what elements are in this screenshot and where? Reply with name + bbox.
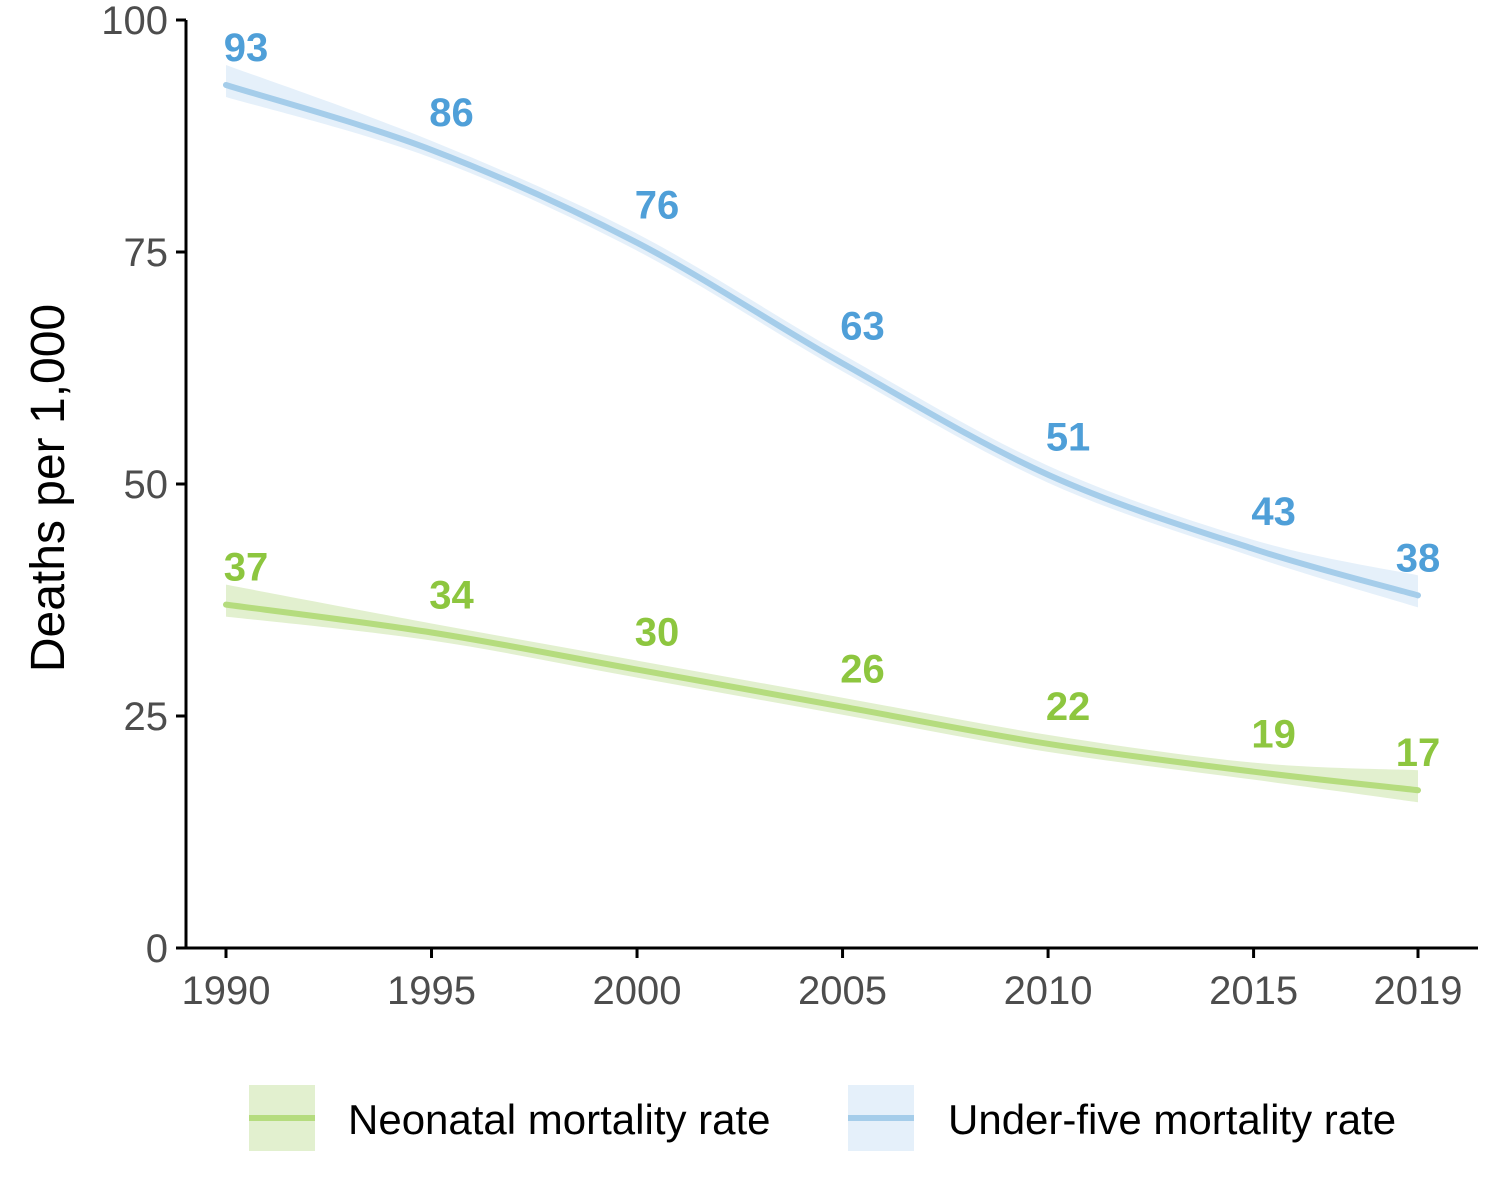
neonatal-mortality-rate-data-label: 30 bbox=[635, 611, 680, 655]
under-five-mortality-rate-data-label: 93 bbox=[224, 26, 269, 70]
neonatal-mortality-rate-band bbox=[226, 584, 1418, 803]
x-tick-label: 1995 bbox=[387, 969, 476, 1013]
x-ticks: 1990 1995 2000 2005 2010 2015 2019 bbox=[182, 948, 1463, 1013]
under-five-mortality-rate-data-label: 86 bbox=[429, 91, 474, 135]
y-tick-label: 25 bbox=[124, 695, 169, 739]
under-five-mortality-rate-data-label: 43 bbox=[1251, 490, 1296, 534]
neonatal-mortality-rate-data-label: 17 bbox=[1396, 731, 1441, 775]
under-five-mortality-rate-line bbox=[223, 81, 1421, 599]
x-tick-label: 2005 bbox=[798, 969, 887, 1013]
y-tick-label: 50 bbox=[124, 463, 169, 507]
series-lines bbox=[223, 81, 1421, 794]
y-tick-label: 75 bbox=[124, 231, 169, 275]
legend: Neonatal mortality rate Under-five mortal… bbox=[249, 1085, 1396, 1151]
neonatal-mortality-rate-line bbox=[223, 601, 1421, 794]
under-five-mortality-rate-data-label: 76 bbox=[635, 184, 680, 228]
neonatal-mortality-rate-legend-label: Neonatal mortality rate bbox=[348, 1096, 771, 1143]
under-five-mortality-rate-data-label: 63 bbox=[840, 304, 885, 348]
x-tick-label: 2019 bbox=[1374, 969, 1463, 1013]
axes bbox=[184, 20, 1478, 950]
under-five-mortality-rate-band bbox=[226, 64, 1418, 608]
y-ticks: 0 25 50 75 100 bbox=[101, 0, 186, 971]
y-axis-title: Deaths per 1,000 bbox=[22, 304, 75, 672]
y-tick-label: 0 bbox=[146, 927, 168, 971]
data-labels: 37 34 30 26 22 19 17 93 86 76 63 51 43 38 bbox=[224, 26, 1441, 775]
under-five-mortality-rate-data-label: 38 bbox=[1396, 536, 1441, 580]
x-tick-label: 2015 bbox=[1209, 969, 1298, 1013]
neonatal-mortality-rate-data-label: 34 bbox=[429, 573, 474, 617]
x-tick-label: 2000 bbox=[593, 969, 682, 1013]
neonatal-mortality-rate-data-label: 19 bbox=[1251, 713, 1296, 757]
x-tick-label: 2010 bbox=[1004, 969, 1093, 1013]
confidence-bands bbox=[226, 64, 1418, 803]
under-five-mortality-rate-data-label: 51 bbox=[1046, 416, 1091, 460]
neonatal-mortality-rate-data-label: 26 bbox=[840, 648, 885, 692]
neonatal-mortality-rate-data-label: 22 bbox=[1046, 685, 1091, 729]
x-tick-label: 1990 bbox=[182, 969, 271, 1013]
neonatal-mortality-rate-data-label: 37 bbox=[224, 546, 269, 590]
y-tick-label: 100 bbox=[101, 0, 168, 43]
under-five-mortality-rate-legend-label: Under-five mortality rate bbox=[948, 1096, 1396, 1143]
